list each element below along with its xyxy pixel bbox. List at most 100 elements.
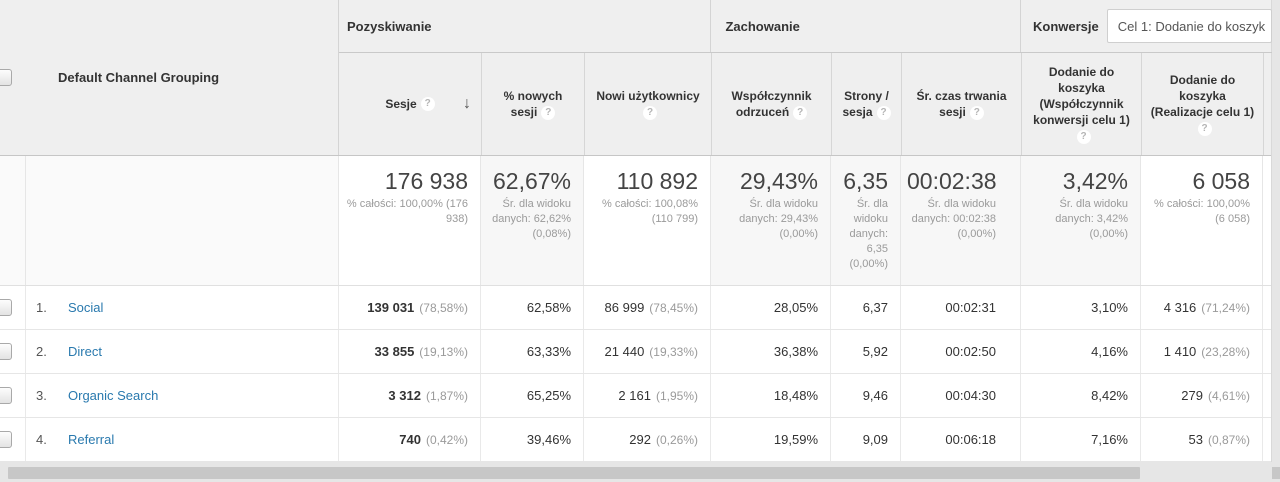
goal-completions-share: (71,24%) [1201, 300, 1250, 315]
totals-value: 29,43% [739, 168, 818, 194]
column-header-new-users[interactable]: Nowi użytkownicy? [584, 53, 711, 155]
totals-value: 6,35 [843, 168, 888, 194]
goal-completions-cell: 279 (4,61%) [1140, 374, 1262, 417]
pages-per-session-value: 9,46 [862, 388, 888, 403]
channel-link[interactable]: Referral [68, 432, 115, 447]
totals-value: 00:02:38 [907, 168, 997, 194]
totals-pages-per-session-cell: 6,35 Śr. dla widoku danych: 6,35 (0,00%) [830, 156, 900, 285]
column-label: Dodanie do koszyka (Realizacje celu 1) [1150, 72, 1255, 119]
new-users-value: 21 440 [604, 344, 645, 359]
help-icon[interactable]: ? [541, 105, 556, 120]
horizontal-scrollbar-thumb[interactable] [8, 467, 1140, 479]
partial-next-column-cell [1262, 286, 1272, 329]
help-icon[interactable]: ? [420, 97, 435, 111]
goal-completions-share: (0,87%) [1207, 432, 1250, 447]
bounce-rate-cell: 18,48% [710, 374, 830, 417]
channel-link[interactable]: Social [68, 300, 104, 315]
dimension-column-header[interactable]: Default Channel Grouping [25, 0, 338, 155]
totals-subtext: % całości: 100,08% (110 799) [602, 198, 698, 226]
totals-avg-duration-cell: 00:02:38 Śr. dla widoku danych: 00:02:38… [900, 156, 1020, 285]
totals-subtext: % całości: 100,00% (6 058) [1154, 198, 1250, 226]
row-checkbox[interactable] [0, 299, 12, 316]
row-number: 4. [36, 432, 47, 447]
goal-completions-cell: 4 316 (71,24%) [1140, 286, 1262, 329]
pages-per-session-value: 6,37 [862, 300, 888, 315]
select-all-checkbox-cell [0, 0, 25, 155]
partial-next-column-cell [1262, 156, 1272, 285]
new-users-share: (19,33%) [649, 344, 698, 359]
bounce-rate-cell: 28,05% [710, 286, 830, 329]
group-label: Konwersje [1033, 18, 1099, 34]
partial-next-column-cell [1262, 418, 1272, 461]
sessions-share: (78,58%) [419, 300, 468, 315]
sessions-cell: 740 (0,42%) [338, 418, 480, 461]
help-icon[interactable]: ? [876, 105, 891, 120]
column-header-sessions[interactable]: Sesje ? ↓ [339, 53, 481, 155]
pages-per-session-cell: 5,92 [830, 330, 900, 373]
new-users-cell: 86 999 (78,45%) [583, 286, 710, 329]
totals-new-users-cell: 110 892 % całości: 100,08% (110 799) [583, 156, 710, 285]
help-icon[interactable]: ? [643, 105, 657, 120]
row-checkbox[interactable] [0, 343, 12, 360]
table-row: 1. Social 139 031 (78,58%) 62,58% 86 999 (… [0, 286, 1271, 330]
goal-completions-value: 53 [1188, 432, 1203, 447]
new-users-cell: 292 (0,26%) [583, 418, 710, 461]
channel-link[interactable]: Direct [68, 344, 102, 359]
totals-goal-completions-cell: 6 058 % całości: 100,00% (6 058) [1140, 156, 1262, 285]
goal-completions-share: (23,28%) [1201, 344, 1250, 359]
channel-cell: 3. Organic Search [25, 374, 338, 417]
table-row: 4. Referral 740 (0,42%) 39,46% 292 (0,26%)… [0, 418, 1271, 462]
pct-new-sessions-cell: 39,46% [480, 418, 583, 461]
goal-selector-dropdown[interactable]: Cel 1: Dodanie do koszyk [1106, 9, 1272, 43]
row-checkbox[interactable] [0, 431, 12, 448]
row-checkbox-cell [0, 330, 25, 373]
new-users-value: 86 999 [604, 300, 645, 315]
totals-row: 176 938 % całości: 100,00% (176 938) 62,… [0, 156, 1271, 286]
goal-conversion-rate-cell: 8,42% [1020, 374, 1140, 417]
column-header-pages-per-session[interactable]: Strony / sesja? [831, 53, 901, 155]
partial-next-column-cell [1262, 374, 1272, 417]
column-label: Sesje [385, 96, 417, 111]
sort-descending-icon[interactable]: ↓ [463, 95, 471, 113]
column-header-goal-conversion-rate[interactable]: Dodanie do koszyka (Współczynnik konwers… [1021, 53, 1141, 155]
column-header-goal-completions[interactable]: Dodanie do koszyka (Realizacje celu 1)? [1141, 53, 1263, 155]
group-header-acquisition: Pozyskiwanie [339, 0, 710, 52]
group-header-behavior: Zachowanie [710, 0, 1020, 52]
help-icon[interactable]: ? [1076, 130, 1091, 145]
totals-subtext: Śr. dla widoku danych: 00:02:38 (0,00%) [911, 198, 996, 240]
column-header-avg-session-duration[interactable]: Śr. czas trwania sesji? [901, 53, 1021, 155]
avg-duration-cell: 00:04:30 [900, 374, 1020, 417]
new-users-share: (0,26%) [655, 432, 698, 447]
select-all-checkbox[interactable] [0, 69, 12, 86]
help-icon[interactable]: ? [969, 105, 984, 120]
table-header: Default Channel Grouping Pozyskiwanie Za… [0, 0, 1272, 156]
channel-cell: 2. Direct [25, 330, 338, 373]
pct-new-sessions-value: 62,58% [526, 300, 571, 315]
channel-link[interactable]: Organic Search [68, 388, 159, 403]
column-header-pct-new-sessions[interactable]: % nowych sesji? [481, 53, 584, 155]
avg-duration-value: 00:02:50 [945, 344, 996, 359]
metric-group-row: Pozyskiwanie Zachowanie Konwersje Cel 1:… [339, 0, 1272, 53]
table-row: 3. Organic Search 3 312 (1,87%) 65,25% 2 … [0, 374, 1271, 418]
totals-sessions-cell: 176 938 % całości: 100,00% (176 938) [338, 156, 480, 285]
goal-conversion-rate-value: 4,16% [1091, 344, 1128, 359]
goal-completions-share: (4,61%) [1207, 388, 1250, 403]
pct-new-sessions-value: 39,46% [526, 432, 571, 447]
totals-pct-new-sessions-cell: 62,67% Śr. dla widoku danych: 62,62% (0,… [480, 156, 583, 285]
goal-conversion-rate-cell: 7,16% [1020, 418, 1140, 461]
sessions-share: (0,42%) [425, 432, 468, 447]
avg-duration-cell: 00:02:31 [900, 286, 1020, 329]
pct-new-sessions-cell: 65,25% [480, 374, 583, 417]
new-users-cell: 2 161 (1,95%) [583, 374, 710, 417]
column-header-bounce-rate[interactable]: Współczynnik odrzuceń? [711, 53, 831, 155]
metric-columns-row: Sesje ? ↓ % nowych sesji? Nowi użytkowni… [339, 53, 1272, 155]
help-icon[interactable]: ? [793, 105, 808, 120]
help-icon[interactable]: ? [1197, 122, 1212, 137]
horizontal-scrollbar-track[interactable] [8, 467, 1280, 479]
bounce-rate-value: 28,05% [773, 300, 818, 315]
sessions-value: 740 [399, 432, 421, 447]
sessions-cell: 3 312 (1,87%) [338, 374, 480, 417]
row-checkbox[interactable] [0, 387, 12, 404]
column-label: Strony / sesja [842, 88, 889, 119]
bounce-rate-value: 36,38% [773, 344, 818, 359]
